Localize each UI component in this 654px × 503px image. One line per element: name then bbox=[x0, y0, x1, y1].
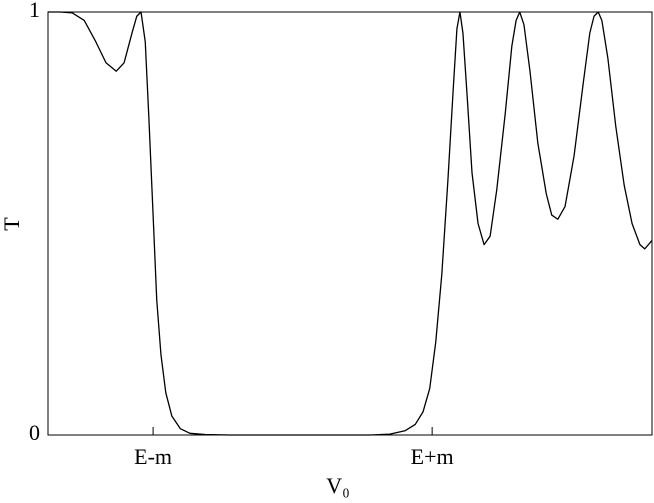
y-tick-label: 1 bbox=[29, 0, 40, 22]
y-tick-label: 0 bbox=[29, 420, 40, 445]
x-tick-label: E+m bbox=[411, 444, 454, 469]
data-line bbox=[48, 11, 653, 436]
x-tick-label: E-m bbox=[134, 444, 172, 469]
y-axis-label: T bbox=[0, 217, 24, 231]
plot-frame bbox=[47, 11, 653, 436]
x-axis-label: V₀ bbox=[326, 473, 350, 498]
